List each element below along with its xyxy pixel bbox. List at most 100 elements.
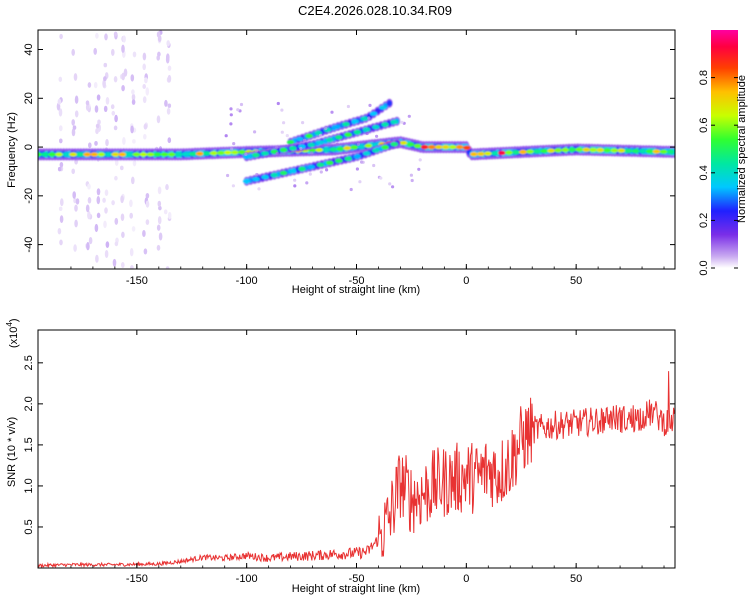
- snr-x-tick-label: 0: [463, 573, 469, 585]
- spectrogram-cell: [59, 215, 64, 223]
- spectrogram-cell: [113, 76, 118, 83]
- spectrogram-cell: [298, 166, 306, 172]
- spectrogram-cell: [156, 224, 161, 231]
- spectrogram-cell: [153, 152, 162, 157]
- spectrogram-cell: [167, 152, 176, 157]
- spectrogram-cell: [316, 162, 325, 167]
- spectrogram-cell: [94, 223, 99, 233]
- spectrogram-cell: [72, 125, 77, 130]
- spectrogram-cell: [59, 161, 64, 168]
- spectrogram-cell: [610, 148, 619, 153]
- spectrogram-cell: [105, 241, 110, 248]
- spectrogram-y-tick-label: -40: [23, 237, 35, 253]
- spectrogram-cell: [242, 179, 251, 184]
- spectrogram-x-tick-label: 50: [570, 275, 582, 287]
- spectrogram-y-tick-label: -20: [23, 188, 35, 204]
- colorbar-tick-label: 0.0: [698, 260, 710, 275]
- spectrogram-cell: [346, 104, 350, 109]
- colorbar-tick-label: 0.4: [698, 165, 710, 180]
- spectrogram-cell: [253, 130, 257, 134]
- spectrogram-cell: [132, 51, 137, 58]
- spectrogram-cell: [589, 147, 598, 153]
- spectrogram-cell: [120, 213, 125, 221]
- spectrogram-cell: [344, 132, 353, 137]
- spectrogram-cell: [336, 146, 345, 152]
- spectrogram-cell: [120, 165, 124, 171]
- spectrogram-cell: [231, 150, 239, 155]
- spectrogram-cell: [62, 152, 70, 157]
- spectrogram-cell: [96, 212, 101, 219]
- spectrogram-cell: [279, 147, 288, 153]
- spectrogram-cell: [103, 76, 107, 82]
- spectrogram-cell: [575, 147, 583, 152]
- spectrogram-cell: [110, 104, 115, 110]
- spectrogram-cell: [125, 152, 134, 157]
- spectrogram-cell: [59, 33, 63, 40]
- spectrogram-cell: [160, 152, 169, 157]
- spectrogram-cell: [145, 219, 150, 226]
- spectrogram-cell: [360, 116, 369, 121]
- colorbar-tick-label: 0.6: [698, 118, 710, 133]
- colorbar: 0.0 0.2 0.4 0.6 0.8 Normalized spectral ampl…: [698, 30, 748, 276]
- spectrogram-cell: [48, 152, 56, 157]
- spectrogram-cell: [55, 152, 63, 157]
- spectrogram-cell: [372, 148, 380, 153]
- spectrogram-cell: [477, 151, 485, 157]
- spectrogram-cell: [131, 89, 135, 95]
- spectrogram-cell: [230, 147, 234, 151]
- spectrogram-cell: [112, 258, 117, 267]
- spectrogram-cell: [362, 127, 371, 132]
- spectrogram-marks: [38, 30, 675, 269]
- spectrogram-cell: [261, 174, 269, 180]
- spectrogram-cell: [58, 76, 63, 82]
- spectrogram-x-tick-label: -150: [126, 275, 148, 287]
- spectrogram-cell: [254, 149, 259, 153]
- spectrogram-cell: [41, 152, 49, 157]
- spectrogram-cell: [121, 262, 125, 268]
- spectrogram-cell: [418, 158, 422, 162]
- spectrogram-cell: [85, 103, 90, 111]
- spectrogram-cell: [407, 114, 411, 118]
- snr-y-tick-label: 2.0: [23, 396, 35, 411]
- spectrogram-cell: [470, 152, 478, 157]
- spectrogram-cell: [484, 151, 492, 156]
- spectrogram-cell: [362, 151, 371, 156]
- snr-background: [38, 330, 675, 568]
- spectrogram-cell: [236, 108, 240, 112]
- spectrogram-cell: [167, 137, 172, 144]
- spectrogram-cell: [276, 101, 280, 106]
- spectrogram-cell: [399, 140, 408, 146]
- spectrogram-cell: [57, 98, 62, 105]
- spectrogram-x-tick-label: 0: [463, 275, 469, 287]
- spectrogram-cell: [130, 265, 134, 269]
- spectrogram-cell: [131, 99, 136, 105]
- spectrogram-cell: [330, 110, 334, 114]
- spectrogram-cell: [301, 121, 305, 125]
- spectrogram-cell: [94, 105, 99, 113]
- snr-scale-close: ): [8, 318, 20, 322]
- spectrogram-cell: [122, 35, 126, 43]
- spectrogram-cell: [139, 152, 148, 157]
- colorbar-gradient: [711, 30, 738, 268]
- spectrogram-cell: [379, 176, 383, 180]
- spectrogram-cell: [308, 172, 312, 176]
- spectrogram-cell: [166, 40, 170, 47]
- spectrogram-cell: [130, 125, 134, 134]
- spectrogram-cell: [289, 168, 297, 174]
- spectrogram-cell: [164, 99, 168, 107]
- spectrogram-cell: [87, 82, 92, 88]
- spectrogram-cell: [71, 168, 75, 175]
- spectrogram-cell: [142, 52, 147, 61]
- spectrogram-cell: [88, 142, 92, 149]
- spectrogram-cell: [381, 145, 389, 150]
- spectrogram-cell: [121, 231, 125, 238]
- spectrogram-cell: [335, 158, 343, 163]
- spectrogram-y-tick-label: 0: [23, 144, 35, 150]
- spectrogram-cell: [59, 138, 63, 144]
- spectrogram-cell: [95, 32, 99, 39]
- spectrogram-cell: [232, 142, 236, 146]
- spectrogram-x-tick-label: -50: [349, 275, 365, 287]
- spectrogram-cell: [73, 73, 78, 81]
- spectrogram-cell: [104, 207, 108, 214]
- spectrogram-cell: [96, 188, 101, 196]
